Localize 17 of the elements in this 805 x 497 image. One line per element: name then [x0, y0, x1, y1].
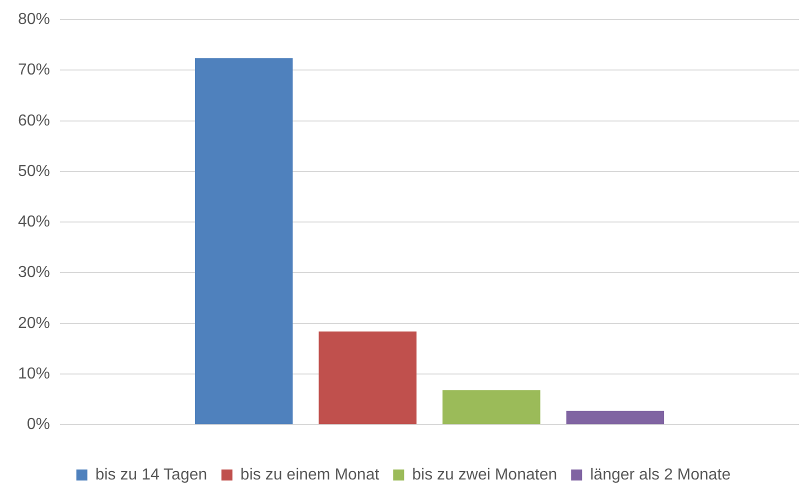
legend-label: länger als 2 Monate — [590, 466, 731, 484]
y-tick-label: 40% — [18, 214, 50, 231]
bar — [566, 410, 664, 424]
y-tick-label: 70% — [18, 62, 50, 79]
y-tick-label: 80% — [18, 11, 50, 28]
y-tick-label: 50% — [18, 162, 50, 180]
y-tick-label: 60% — [18, 112, 50, 130]
legend-label: bis zu zwei Monaten — [412, 466, 558, 484]
y-tick-label: 20% — [18, 314, 50, 332]
bar — [442, 390, 540, 424]
legend-label: bis zu einem Monat — [240, 466, 380, 484]
y-tick-label: 30% — [18, 264, 50, 282]
bar — [194, 58, 293, 424]
legend-label: bis zu 14 Tagen — [95, 466, 208, 484]
y-tick-label: 10% — [18, 365, 50, 382]
y-tick-label: 0% — [26, 416, 50, 434]
bar — [318, 331, 417, 424]
